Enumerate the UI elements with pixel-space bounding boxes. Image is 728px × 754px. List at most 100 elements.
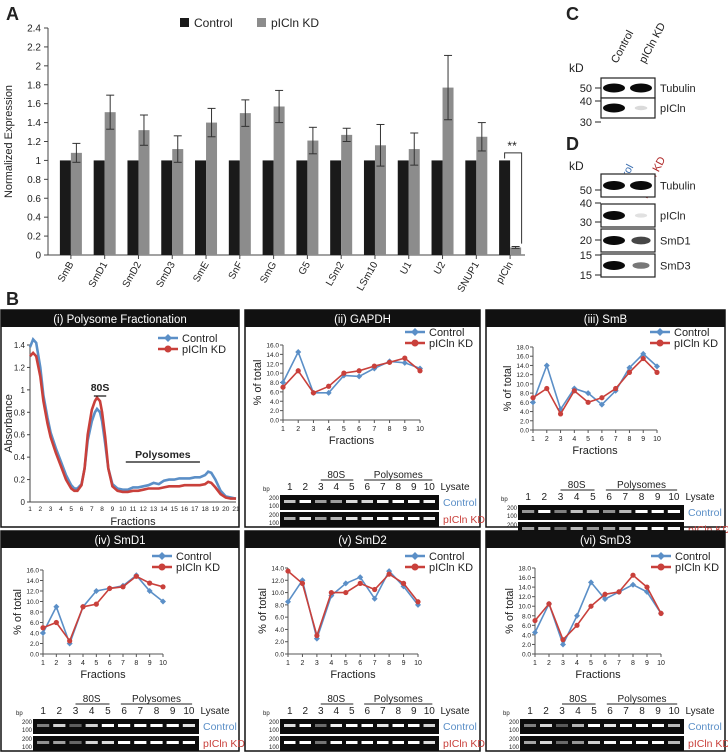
panel-letter-c: C xyxy=(566,4,579,24)
blot-band xyxy=(634,213,648,218)
x-tick-label: LSm10 xyxy=(355,260,381,293)
gel-row-label: Control xyxy=(443,497,477,509)
data-point-picln-kd xyxy=(280,384,286,390)
x-tick-label: 3 xyxy=(68,660,72,667)
gel-band xyxy=(85,724,98,727)
x-tick-label: 3 xyxy=(561,660,565,667)
gel-band xyxy=(408,517,420,520)
blot-band xyxy=(630,181,652,190)
y-tick-label: 12.0 xyxy=(516,372,529,379)
x-tick-label: 6 xyxy=(357,426,361,433)
gel-marker-label: 200 xyxy=(22,720,33,726)
data-point-control xyxy=(630,581,636,588)
gel-marker-label: 100 xyxy=(509,745,520,751)
gel-band xyxy=(604,741,616,744)
gel-band xyxy=(586,510,599,513)
blot-band xyxy=(603,236,625,245)
y-tick-label: 0.0 xyxy=(270,418,279,425)
data-point-picln-kd xyxy=(530,395,536,401)
marker-label: 30 xyxy=(580,117,592,129)
y-tick-label: 0 xyxy=(21,498,26,507)
x-tick-label: 5 xyxy=(69,506,73,513)
blot-band xyxy=(603,261,625,270)
gel-band xyxy=(635,510,648,513)
data-point-picln-kd xyxy=(328,589,334,596)
gel-band xyxy=(423,724,435,727)
y-tick-label: 14.0 xyxy=(26,578,39,585)
data-point-picln-kd xyxy=(80,604,86,610)
x-tick-label: 17 xyxy=(191,506,199,513)
x-tick-label: 21 xyxy=(232,506,240,513)
gel-marker-label: 100 xyxy=(509,728,520,734)
legend-label: Control xyxy=(429,551,464,563)
bar-control xyxy=(59,160,71,255)
y-tick-label: 1.4 xyxy=(14,341,26,350)
y-axis-label: % of total xyxy=(12,589,24,635)
gel-band xyxy=(522,527,535,530)
gel-band xyxy=(524,724,536,727)
gel-band xyxy=(554,527,567,530)
data-point-picln-kd xyxy=(599,395,605,401)
gel-band xyxy=(377,500,389,503)
x-tick-label: SmE xyxy=(191,260,212,285)
gel-band xyxy=(361,500,373,503)
gel-band xyxy=(392,724,404,727)
data-point-control xyxy=(356,373,363,380)
gel-lane-label: 6 xyxy=(607,706,613,717)
panel-title-bar xyxy=(245,531,480,548)
gel-band xyxy=(315,724,327,727)
data-point-control xyxy=(357,574,364,581)
y-tick-label: 0.0 xyxy=(30,652,39,659)
gel-band xyxy=(604,724,616,727)
marker-label: 50 xyxy=(580,185,592,197)
gel-lane-label: 5 xyxy=(590,492,596,503)
x-tick-label: 10 xyxy=(414,660,422,667)
x-tick-label: 2 xyxy=(300,660,304,667)
gel-lane-label: 7 xyxy=(380,482,386,493)
gel-marker-label: 100 xyxy=(507,514,518,520)
gel-band xyxy=(667,527,680,530)
y-tick-label: 2.2 xyxy=(27,42,41,53)
panel-title-bar xyxy=(1,310,239,327)
x-tick-label: 10 xyxy=(416,426,424,433)
x-tick-label: 6 xyxy=(603,660,607,667)
band-label: pICln xyxy=(660,211,686,223)
y-tick-label: 0.6 xyxy=(14,431,26,440)
x-tick-label: 9 xyxy=(402,660,406,667)
data-point-control xyxy=(401,359,408,366)
gel-lane-label: Lysate xyxy=(440,706,470,717)
gel-lane-label: 4 xyxy=(333,482,339,493)
y-tick-label: 0.2 xyxy=(27,232,41,243)
marker-label: 40 xyxy=(580,198,592,210)
y-tick-label: 10.0 xyxy=(516,381,529,388)
legend-marker xyxy=(656,339,664,347)
gel-band xyxy=(37,741,50,744)
gel-lane-label: 2 xyxy=(302,706,308,717)
y-tick-label: 8.0 xyxy=(30,610,39,617)
gel-band xyxy=(150,741,163,744)
data-point-picln-kd xyxy=(299,580,306,586)
bp-label: bp xyxy=(503,711,510,717)
x-tick-label: 7 xyxy=(372,426,376,433)
legend-marker xyxy=(411,328,419,336)
gel-marker-label: 100 xyxy=(269,745,280,751)
gel-lane-label: 6 xyxy=(364,482,370,493)
gel-row-label: Control xyxy=(443,721,477,733)
bar-control xyxy=(228,160,240,255)
y-axis-label: Normalized Expression xyxy=(3,85,15,198)
panel-b-4: (iv) SmD1 0.0 2.0 4.0 6.0 8.0 10.0 12.0 14.0 16.0… xyxy=(0,530,245,752)
gel-row-label: Control xyxy=(203,721,237,733)
y-tick-label: 12.0 xyxy=(26,589,39,596)
gel-band xyxy=(652,724,664,727)
gel-lane-label: 1 xyxy=(40,706,46,717)
gel-band xyxy=(423,741,435,744)
gel-band xyxy=(588,724,600,727)
gel-band xyxy=(166,724,179,727)
bar-control xyxy=(465,160,477,255)
data-point-picln-kd xyxy=(574,622,580,628)
x-tick-label: 6 xyxy=(108,660,112,667)
x-tick-label: 4 xyxy=(81,660,85,667)
gel-band xyxy=(423,500,435,503)
gel-band xyxy=(284,500,296,503)
data-point-picln-kd xyxy=(386,571,392,577)
